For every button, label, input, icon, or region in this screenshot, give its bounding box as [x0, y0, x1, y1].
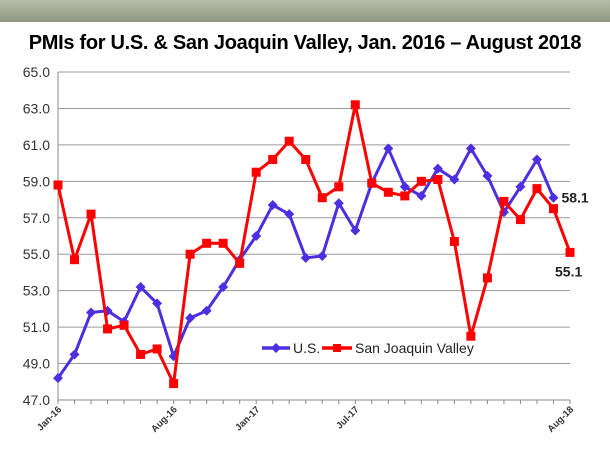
us-data-point — [218, 282, 229, 293]
x-tick-label: Jan-17 — [233, 404, 262, 433]
y-tick-label: 53.0 — [23, 283, 50, 299]
sjv-data-point — [317, 193, 327, 203]
sjv-data-point — [301, 154, 311, 164]
sjv-data-point — [136, 349, 146, 359]
us-data-point — [383, 143, 394, 154]
title-bar-strip — [0, 0, 610, 22]
us-data-point — [465, 143, 476, 154]
legend-sjv-label: San Joaquin Valley — [355, 340, 474, 356]
sjv-data-point — [169, 379, 179, 389]
legend-us-marker — [271, 343, 281, 353]
us-data-point — [416, 190, 427, 201]
us-data-point — [86, 307, 97, 318]
us-data-point — [300, 252, 311, 263]
y-tick-label: 51.0 — [23, 319, 50, 335]
sjv-data-point — [185, 249, 195, 259]
us-data-point — [317, 251, 328, 262]
y-tick-label: 61.0 — [23, 137, 50, 153]
sjv-data-point — [86, 209, 96, 219]
sjv-data-point — [202, 238, 212, 248]
sjv-data-point — [433, 175, 443, 185]
sjv-data-point — [334, 182, 344, 192]
sjv-data-point — [532, 184, 542, 194]
legend-us-label: U.S. — [293, 340, 320, 356]
sjv-data-point — [251, 167, 261, 177]
us-data-point — [515, 181, 526, 192]
us-data-point — [482, 170, 493, 181]
y-tick-label: 47.0 — [23, 392, 50, 408]
sjv-data-point — [284, 136, 294, 146]
sjv-data-point — [449, 236, 459, 246]
us-data-point — [350, 225, 361, 236]
sjv-data-point — [53, 180, 63, 190]
us-data-point — [267, 200, 278, 211]
sjv-data-point — [103, 324, 113, 334]
us-data-point — [449, 174, 460, 185]
sjv-data-point — [119, 320, 129, 330]
sjv-data-point — [482, 273, 492, 283]
sjv-data-point — [70, 255, 80, 265]
x-tick-label: Jan-16 — [35, 404, 64, 433]
sjv-data-point — [152, 344, 162, 354]
us-data-point — [135, 282, 146, 293]
y-tick-label: 59.0 — [23, 173, 50, 189]
sjv-data-point — [515, 215, 525, 225]
chart-title: PMIs for U.S. & San Joaquin Valley, Jan.… — [28, 32, 582, 54]
us-data-point — [548, 192, 559, 203]
us-data-point — [333, 198, 344, 209]
sjv-data-point — [218, 238, 228, 248]
sjv-data-point — [383, 187, 393, 197]
us-data-point — [531, 154, 542, 165]
us-data-point — [201, 305, 212, 316]
sjv-data-point — [416, 176, 426, 186]
us-data-point — [432, 163, 443, 174]
sjv-data-point — [367, 178, 377, 188]
y-tick-label: 55.0 — [23, 246, 50, 262]
us-data-point — [185, 313, 196, 323]
us-data-point — [251, 231, 262, 241]
us-data-point — [152, 298, 163, 309]
us-data-point — [53, 373, 63, 384]
sjv-end-value-label: 55.1 — [555, 263, 582, 279]
sjv-data-point — [466, 331, 476, 341]
sjv-data-point — [499, 196, 509, 206]
x-tick-label: Aug-16 — [149, 404, 180, 435]
y-tick-label: 63.0 — [23, 100, 50, 116]
sjv-data-point — [565, 247, 575, 257]
sjv-data-point — [350, 100, 360, 110]
y-tick-label: 49.0 — [23, 356, 50, 372]
us-data-point — [284, 209, 295, 220]
legend-sjv-marker — [333, 344, 341, 352]
y-tick-label: 57.0 — [23, 210, 50, 226]
x-tick-label: Jul-17 — [334, 404, 361, 431]
legend: U.S. San Joaquin Valley — [262, 340, 474, 356]
sjv-data-point — [235, 258, 245, 268]
x-tick-label: Aug-18 — [546, 404, 577, 435]
sjv-data-point — [400, 191, 410, 201]
us-data-point — [399, 181, 410, 192]
y-tick-label: 65.0 — [23, 64, 50, 80]
us-data-point — [69, 349, 80, 360]
us-end-value-label: 58.1 — [561, 190, 588, 206]
sjv-data-point — [548, 204, 558, 214]
sjv-data-point — [268, 154, 278, 164]
